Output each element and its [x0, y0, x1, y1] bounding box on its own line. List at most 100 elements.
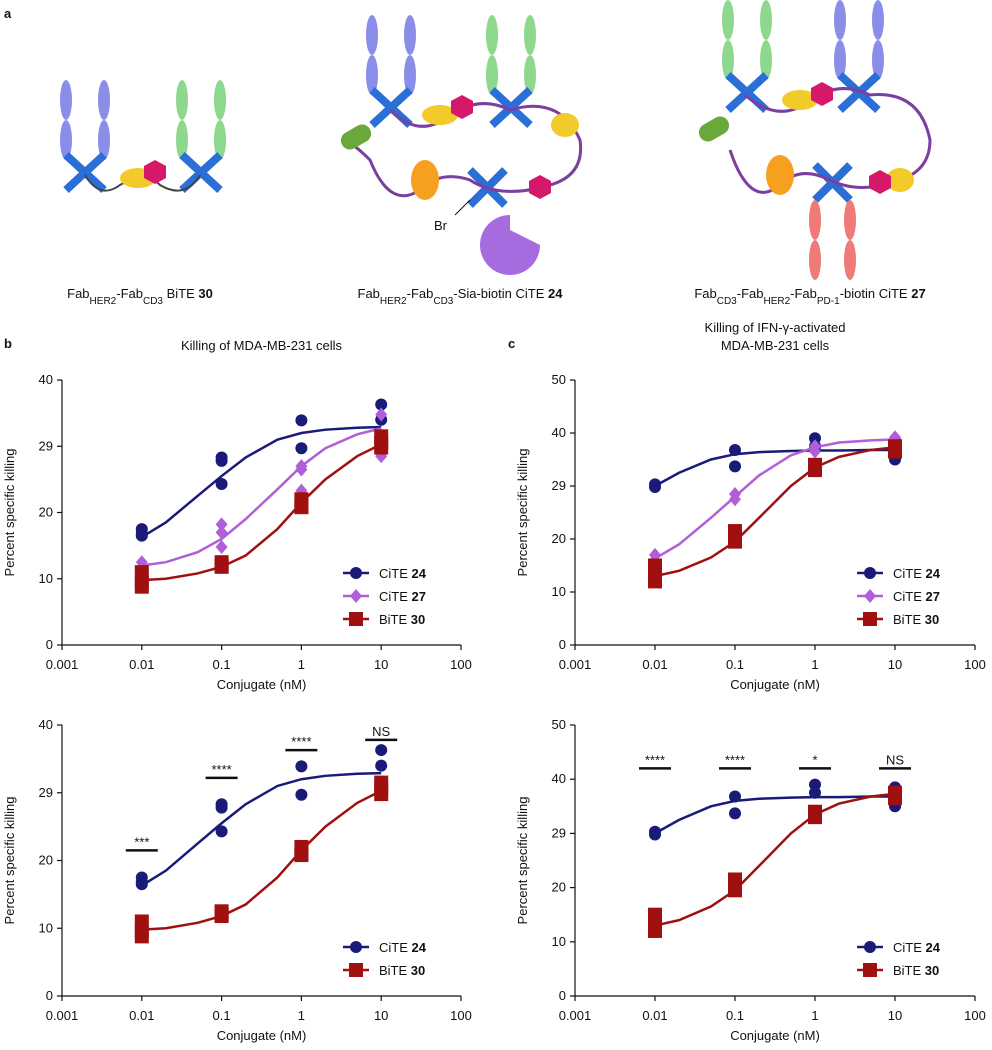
axis-line — [574, 380, 975, 646]
x-tick-label: 10 — [374, 1008, 388, 1023]
y-tick-label: 40 — [39, 372, 53, 387]
data-point — [215, 454, 228, 467]
y-tick-label: 29 — [39, 785, 53, 800]
caption-part: CD3 — [717, 296, 737, 307]
caption-part: CD3 — [143, 296, 163, 307]
data-point — [728, 883, 742, 898]
construct-caption: FabHER2-FabCD3 BiTE 30 — [67, 286, 213, 307]
legend-marker — [864, 567, 876, 579]
y-tick-label: 50 — [552, 717, 566, 732]
data-point — [729, 492, 741, 507]
legend-marker — [350, 567, 362, 579]
legend-label: CiTE 24 — [379, 566, 427, 581]
data-point — [134, 929, 149, 944]
panel-label: c — [508, 336, 515, 351]
y-tick-label: 0 — [46, 988, 53, 1003]
data-point — [888, 444, 902, 459]
y-tick-label: 29 — [552, 825, 566, 840]
construct-caption: FabCD3-FabHER2-FabPD-1-biotin CiTE 27 — [694, 286, 925, 307]
y-tick-label: 40 — [552, 425, 566, 440]
significance-label: NS — [372, 724, 390, 739]
data-point — [648, 574, 662, 589]
legend-marker — [864, 941, 876, 953]
data-point — [648, 907, 662, 922]
data-point — [729, 460, 741, 473]
caption-part: 24 — [548, 286, 563, 301]
data-point — [648, 558, 662, 573]
chart-title: MDA-MB-231 cells — [721, 338, 830, 353]
construct-caption: FabHER2-FabCD3-Sia-biotin CiTE 24 — [358, 286, 564, 307]
drawing-label: Br — [434, 218, 448, 233]
axis-line — [61, 725, 461, 997]
data-point — [888, 791, 902, 806]
panel-label: b — [4, 336, 12, 351]
caption-part: HER2 — [380, 296, 407, 307]
data-point — [294, 848, 309, 863]
x-tick-label: 0.001 — [559, 1008, 592, 1023]
y-tick-label: 29 — [552, 478, 566, 493]
significance-label: **** — [645, 752, 665, 767]
y-tick-label: 10 — [39, 920, 53, 935]
caption-part: PD-1 — [817, 296, 840, 307]
y-tick-label: 0 — [559, 637, 566, 652]
data-point — [809, 444, 821, 459]
data-point — [649, 828, 661, 841]
significance-label: **** — [291, 734, 311, 749]
caption-part: -Fab — [737, 286, 764, 301]
data-point — [375, 398, 388, 411]
caption-part: 27 — [911, 286, 925, 301]
significance-label: NS — [886, 752, 904, 767]
x-tick-label: 100 — [964, 657, 986, 672]
data-point — [214, 909, 229, 924]
x-tick-label: 0.001 — [559, 657, 592, 672]
data-point — [215, 517, 228, 532]
significance-label: *** — [134, 834, 149, 849]
data-point — [728, 534, 742, 549]
legend-label: CiTE 24 — [379, 940, 427, 955]
y-tick-label: 10 — [39, 571, 53, 586]
y-tick-label: 20 — [39, 505, 53, 520]
x-tick-label: 0.001 — [46, 1008, 79, 1023]
legend-label: CiTE 24 — [893, 566, 941, 581]
x-tick-label: 10 — [888, 1008, 902, 1023]
y-tick-label: 0 — [46, 637, 53, 652]
x-tick-label: 100 — [450, 1008, 472, 1023]
data-point — [808, 463, 822, 478]
data-point — [214, 559, 229, 574]
data-point — [375, 759, 388, 772]
caption-part: Fab — [67, 286, 89, 301]
legend-label: CiTE 27 — [893, 589, 940, 604]
legend-label: BiTE 30 — [379, 963, 425, 978]
x-axis-label: Conjugate (nM) — [730, 1028, 820, 1043]
caption-part: BiTE — [163, 286, 198, 301]
x-tick-label: 1 — [298, 1008, 305, 1023]
legend-marker — [863, 612, 877, 626]
legend-marker — [864, 589, 876, 603]
fit-curve — [654, 448, 895, 488]
legend-marker — [350, 941, 362, 953]
construct-drawing — [60, 80, 226, 193]
y-tick-label: 40 — [39, 717, 53, 732]
x-tick-label: 10 — [374, 657, 388, 672]
data-point — [295, 760, 308, 773]
data-point — [295, 442, 308, 455]
caption-part: -Fab — [116, 286, 143, 301]
data-point — [134, 579, 149, 594]
x-axis-label: Conjugate (nM) — [217, 677, 307, 692]
x-tick-label: 1 — [811, 1008, 818, 1023]
fit-curve — [141, 443, 382, 582]
x-tick-label: 1 — [298, 657, 305, 672]
data-point — [294, 500, 309, 515]
data-point — [295, 414, 308, 427]
caption-part: -biotin CiTE — [840, 286, 912, 301]
y-tick-label: 10 — [552, 584, 566, 599]
y-tick-label: 50 — [552, 372, 566, 387]
legend-marker — [349, 612, 363, 626]
legend-label: BiTE 30 — [893, 612, 939, 627]
x-tick-label: 0.1 — [213, 657, 231, 672]
data-point — [215, 825, 228, 838]
x-axis-label: Conjugate (nM) — [217, 1028, 307, 1043]
x-tick-label: 0.01 — [129, 1008, 154, 1023]
y-tick-label: 20 — [39, 853, 53, 868]
